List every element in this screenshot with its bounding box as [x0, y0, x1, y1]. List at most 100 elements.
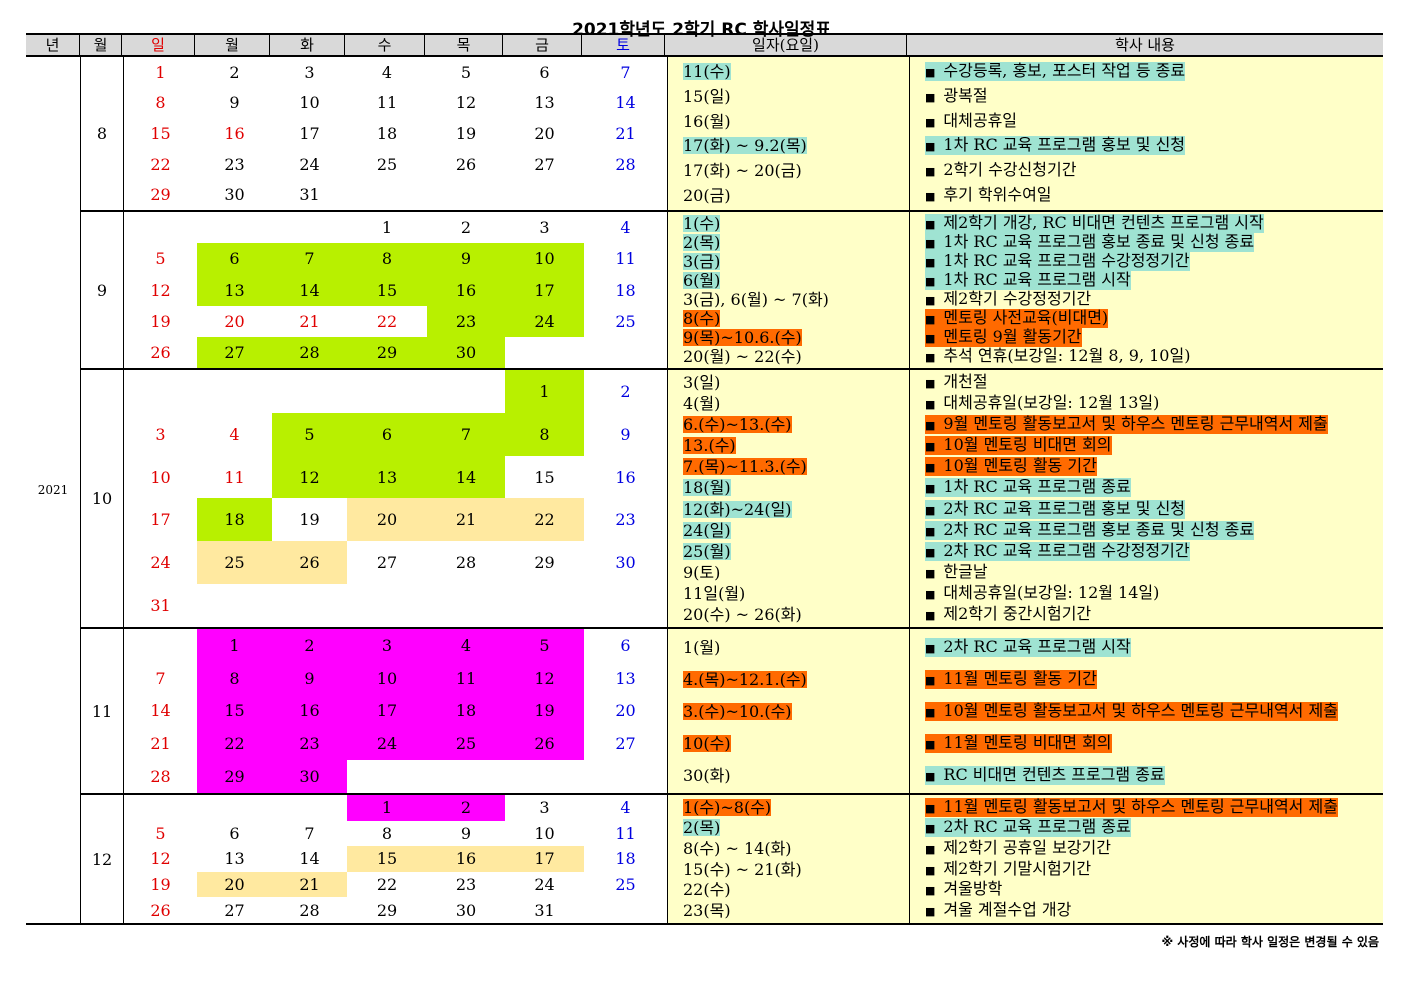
day-cell	[347, 179, 427, 210]
bullet-icon: ■	[925, 294, 936, 307]
event-date: 2(목)	[683, 233, 721, 252]
day-cell: 19	[505, 694, 584, 728]
day-cell: 5	[155, 823, 166, 843]
day-cell: 27	[534, 154, 555, 174]
day-cell: 10	[505, 243, 584, 275]
calendar: 1 2 3 4 5 6 7 8 9 10 11 12 13 14 15 16 17 18 19 20 21 22 23 24 2…	[124, 57, 668, 210]
day-cell	[427, 370, 505, 413]
month-block: 10 1 2 3 4 5 6 7 8 9 10 11 12 13 14 15 16 17 18 19 20 21 22 23 2…	[81, 370, 1383, 629]
day-cell	[584, 179, 667, 210]
event-item: ■ 11월 멘토링 활동 기간	[925, 669, 1097, 689]
day-cell: 16	[427, 846, 505, 872]
week-row: 1 2 3 4 5 6 7	[124, 57, 667, 88]
day-cell: 4	[381, 62, 393, 82]
day-cell	[427, 584, 505, 627]
bullet-icon: ■	[925, 801, 936, 815]
day-cell: 27	[376, 553, 398, 573]
event-date: 1(수)	[683, 214, 721, 233]
bullet-icon: ■	[925, 237, 936, 250]
month-label: 10	[81, 370, 124, 627]
calendar: 1 2 3 4 5 6 7 8 9 10 11 12 13 14 15 16 17 18 19 20 21 22 23 24 2…	[124, 370, 668, 627]
week-row: 26 27 28 29 30	[124, 336, 667, 369]
day-cell: 28	[615, 154, 636, 174]
event-date: 25(월)	[683, 541, 731, 561]
day-cell: 22	[376, 311, 398, 331]
event-text: 2차 RC 교육 프로그램 홍보 및 신청	[943, 498, 1186, 518]
day-cell: 9	[620, 424, 631, 444]
day-cell: 4	[620, 218, 631, 238]
event-item: ■ 멘토링 사전교육(비대면)	[925, 309, 1109, 328]
header-cell: 금	[503, 35, 582, 55]
event-date: 6(월)	[683, 271, 721, 290]
bullet-icon: ■	[925, 737, 936, 751]
event-date: 15(수) ~ 21(화)	[683, 859, 802, 879]
week-row: 19 20 21 22 23 24 25	[124, 305, 667, 337]
bullet-icon: ■	[925, 218, 936, 231]
day-cell	[584, 760, 667, 793]
day-cell: 29	[150, 185, 171, 205]
month-block: 8 1 2 3 4 5 6 7 8 9 10 11 12 13 14 15 16 17 18 19 20 21 22 23 24…	[81, 57, 1383, 212]
event-item: ■ 2학기 수강신청기간	[925, 161, 1076, 180]
event-item: ■ 1차 RC 교육 프로그램 홍보 종료 및 신청 종료	[925, 233, 1255, 252]
event-text: 11월 멘토링 활동보고서 및 하우스 멘토링 근무내역서 제출	[943, 796, 1338, 816]
day-cell: 18	[376, 123, 398, 143]
event-item: ■ 광복절	[925, 87, 988, 106]
bullet-icon: ■	[925, 90, 936, 104]
day-cell: 16	[427, 274, 505, 306]
day-cell: 17	[347, 694, 427, 728]
event-date: 20(금)	[683, 186, 731, 206]
day-cell: 13	[224, 849, 245, 869]
day-cell: 21	[272, 871, 347, 898]
month-block: 12 1 2 3 4 5 6 7 8 9 10 11 12 13 14 15 16 17 18 19 20 21 22 23 2…	[81, 795, 1383, 923]
event-dates: 1(수) 2(목) 3(금) 6(월) 3(금), 6(월) ~ 7(화) 8(수) 9(목…	[668, 212, 910, 368]
day-cell: 3	[347, 629, 427, 662]
week-row: 15 16 17 18 19 20 21	[124, 118, 667, 149]
event-text: 대체공휴일(보강일: 12월 13일)	[943, 393, 1160, 413]
event-text: 9월 멘토링 활동보고서 및 하우스 멘토링 근무내역서 제출	[943, 414, 1328, 434]
event-date: 12(화)~24(일)	[683, 499, 792, 519]
event-item: ■ 2차 RC 교육 프로그램 종료	[925, 818, 1131, 838]
event-text: 제2학기 수강정정기간	[943, 289, 1092, 308]
bullet-icon: ■	[925, 587, 936, 601]
month-block: 9 1 2 3 4 5 6 7 8 9 10 11 12 13 14 15 16 17 18 19 20 21 22 23 24…	[81, 212, 1383, 370]
day-cell: 31	[150, 596, 171, 616]
event-date: 11(수)	[683, 61, 731, 81]
day-cell: 6	[229, 823, 240, 843]
event-list: ■ 11월 멘토링 활동보고서 및 하우스 멘토링 근무내역서 제출 ■ 2차 RC …	[910, 795, 1383, 923]
day-cell: 1	[505, 370, 584, 413]
header-cell: 년	[26, 35, 80, 55]
day-cell: 16	[224, 123, 245, 143]
event-item: ■ 1차 RC 교육 프로그램 홍보 및 신청	[925, 136, 1186, 156]
day-cell: 15	[150, 123, 171, 143]
day-cell	[197, 795, 272, 821]
day-cell: 13	[347, 455, 427, 499]
event-item: ■ 대체공휴일	[925, 112, 1017, 131]
calendar: 1 2 3 4 5 6 7 8 9 10 11 12 13 14 15 16 17 18 19 20 21 22 23 24 2…	[124, 629, 668, 793]
day-cell: 10	[150, 467, 171, 487]
week-row: 24 25 26 27 28 29 30	[124, 541, 667, 585]
event-date: 6.(수)~13.(수)	[683, 415, 792, 435]
day-cell: 12	[150, 849, 171, 869]
event-item: ■ 후기 학위수여일	[925, 186, 1052, 205]
event-date: 8(수) ~ 14(화)	[683, 839, 792, 859]
day-cell: 7	[427, 412, 505, 456]
day-cell: 23	[427, 305, 505, 337]
event-item: ■ 제2학기 수강정정기간	[925, 290, 1091, 309]
day-cell: 7	[620, 62, 631, 82]
bullet-icon: ■	[925, 398, 936, 412]
event-text: 제2학기 공휴일 보강기간	[943, 838, 1111, 858]
bullet-icon: ■	[925, 482, 936, 496]
day-cell: 2	[427, 795, 505, 821]
week-row: 1 2 3 4	[124, 212, 667, 243]
day-cell	[584, 337, 667, 368]
week-row: 22 23 24 25 26 27 28	[124, 149, 667, 180]
day-cell: 20	[197, 871, 272, 898]
day-cell: 21	[427, 498, 505, 542]
day-cell: 8	[381, 823, 393, 843]
day-cell: 23	[224, 154, 245, 174]
event-date: 22(수)	[683, 880, 731, 900]
event-text: 개천절	[943, 372, 988, 392]
day-cell: 26	[505, 727, 584, 761]
event-item: ■ 2차 RC 교육 프로그램 홍보 및 신청	[925, 498, 1186, 519]
day-cell	[197, 212, 272, 243]
